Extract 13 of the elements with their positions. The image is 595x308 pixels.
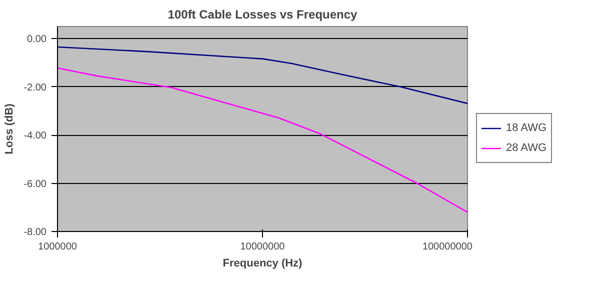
legend-label: 18 AWG	[506, 122, 547, 134]
y-tick-label: -4.00	[24, 130, 47, 142]
y-tick-label: 0.00	[27, 34, 47, 46]
x-tick-label: 10000000	[240, 242, 286, 252]
y-tick-label: -6.00	[24, 178, 47, 190]
y-tick-label: -8.00	[24, 227, 47, 238]
x-tick-label: 1000000	[38, 242, 78, 252]
y-tick-label: -2.00	[24, 82, 47, 94]
legend-label: 28 AWG	[506, 142, 547, 154]
chart-title: 100ft Cable Losses vs Frequency	[168, 8, 358, 22]
x-axis-title: Frequency (Hz)	[222, 258, 303, 270]
x-tick-label: 100000000	[422, 242, 473, 252]
y-axis-title: Loss (dB)	[4, 103, 16, 154]
